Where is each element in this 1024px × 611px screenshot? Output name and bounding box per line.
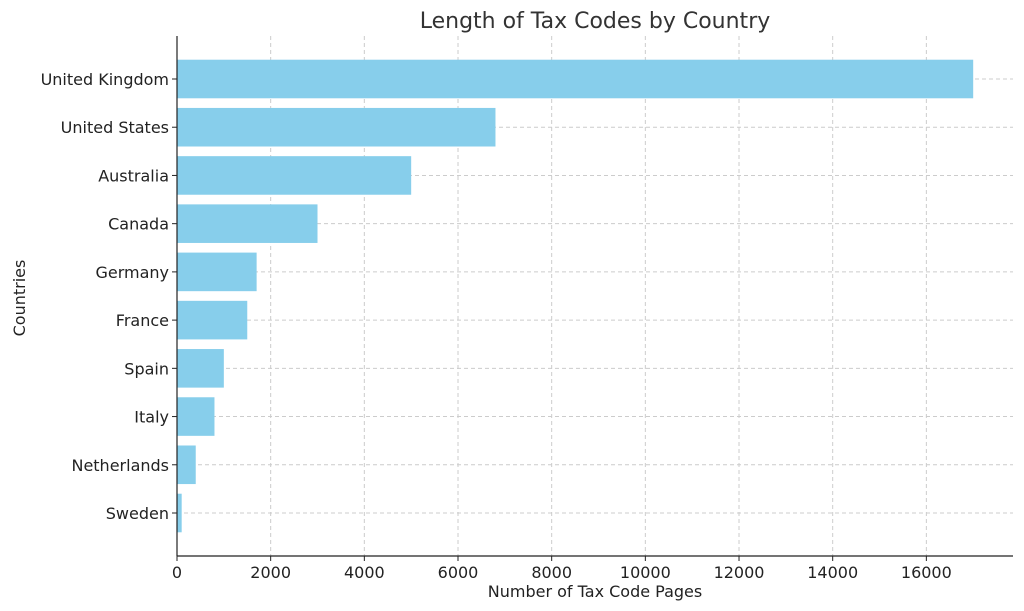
y-tick-label: Spain [124,359,169,378]
y-tick-label: Sweden [106,504,169,523]
x-axis-label: Number of Tax Code Pages [488,582,702,601]
bar [177,204,318,243]
x-tick-label: 6000 [438,563,479,582]
x-tick-label: 8000 [531,563,572,582]
bar [177,397,215,436]
x-tick-label: 16000 [901,563,952,582]
bar-layer [177,59,974,533]
bar [177,445,196,485]
x-tick-label: 12000 [714,563,765,582]
bar [177,349,224,388]
y-tick-label: United States [61,118,169,137]
bar [177,107,496,147]
bar [177,59,974,99]
y-tick-label: Italy [134,408,169,427]
x-tick-label: 14000 [807,563,858,582]
y-tick-label: Canada [108,215,169,234]
y-tick-label: France [116,311,169,330]
bar [177,156,412,195]
y-tick-label: United Kingdom [41,70,169,89]
x-tick-label: 10000 [620,563,671,582]
y-tick-label: Netherlands [71,456,169,475]
x-tick-label: 0 [172,563,182,582]
bar [177,252,257,292]
x-tick-label: 2000 [250,563,291,582]
axis-layer: 0 2000 4000 6000 8000 10000 12000 14000 16000 Uni… [41,36,1013,582]
y-tick-label: Germany [95,263,169,282]
bar [177,300,248,340]
bar [177,493,182,533]
y-tick-label: Australia [98,166,169,185]
y-axis-label: Countries [10,260,29,337]
chart-title: Length of Tax Codes by Country [420,9,771,34]
x-tick-label: 4000 [344,563,385,582]
